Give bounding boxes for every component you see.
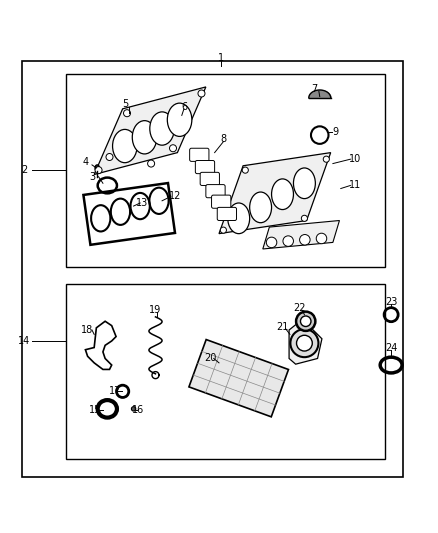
Text: 21: 21 — [276, 322, 289, 332]
Ellipse shape — [300, 316, 311, 327]
Text: 15: 15 — [89, 405, 102, 415]
Ellipse shape — [242, 167, 248, 173]
Text: 10: 10 — [349, 154, 361, 164]
FancyBboxPatch shape — [200, 172, 219, 185]
Text: 19: 19 — [149, 305, 162, 316]
Ellipse shape — [167, 103, 192, 136]
Ellipse shape — [301, 215, 307, 221]
Ellipse shape — [296, 312, 315, 331]
Ellipse shape — [272, 179, 293, 209]
Text: 9: 9 — [332, 127, 338, 136]
Polygon shape — [94, 87, 206, 174]
Text: 4: 4 — [83, 157, 89, 167]
Ellipse shape — [290, 329, 318, 357]
Ellipse shape — [124, 110, 131, 117]
Ellipse shape — [300, 235, 310, 245]
Ellipse shape — [228, 203, 250, 233]
Ellipse shape — [297, 335, 312, 351]
Text: 6: 6 — [181, 102, 187, 111]
Ellipse shape — [220, 227, 226, 233]
Text: 1: 1 — [218, 53, 224, 63]
Ellipse shape — [95, 167, 102, 174]
Text: 18: 18 — [81, 325, 93, 335]
Polygon shape — [289, 325, 322, 364]
Text: 5: 5 — [122, 100, 128, 109]
Text: 14: 14 — [18, 336, 30, 346]
Ellipse shape — [113, 130, 137, 163]
Text: 3: 3 — [90, 172, 96, 182]
Text: 22: 22 — [293, 303, 305, 313]
Ellipse shape — [323, 156, 329, 162]
Text: 17: 17 — [109, 386, 121, 397]
Text: 20: 20 — [204, 353, 216, 364]
Text: 11: 11 — [349, 181, 361, 190]
Text: 2: 2 — [21, 165, 27, 175]
Ellipse shape — [95, 165, 99, 171]
Text: 24: 24 — [385, 343, 397, 352]
Ellipse shape — [131, 407, 136, 411]
Ellipse shape — [316, 233, 327, 244]
FancyBboxPatch shape — [206, 184, 225, 198]
Polygon shape — [189, 340, 289, 417]
Text: 23: 23 — [385, 296, 397, 306]
Ellipse shape — [250, 192, 272, 223]
Text: 16: 16 — [132, 405, 144, 415]
Text: 12: 12 — [169, 191, 181, 201]
Polygon shape — [219, 152, 331, 233]
FancyBboxPatch shape — [195, 160, 215, 174]
Ellipse shape — [148, 160, 155, 167]
Ellipse shape — [170, 145, 177, 152]
Text: 8: 8 — [220, 134, 226, 144]
FancyBboxPatch shape — [212, 195, 231, 208]
Ellipse shape — [283, 236, 293, 246]
Text: 13: 13 — [136, 198, 148, 208]
Ellipse shape — [293, 168, 315, 199]
Ellipse shape — [266, 237, 277, 248]
Ellipse shape — [150, 112, 174, 145]
Polygon shape — [263, 221, 339, 249]
Ellipse shape — [132, 120, 157, 154]
Ellipse shape — [198, 90, 205, 97]
Ellipse shape — [106, 154, 113, 160]
FancyBboxPatch shape — [217, 207, 237, 221]
Text: 7: 7 — [311, 84, 318, 94]
FancyBboxPatch shape — [190, 148, 209, 161]
